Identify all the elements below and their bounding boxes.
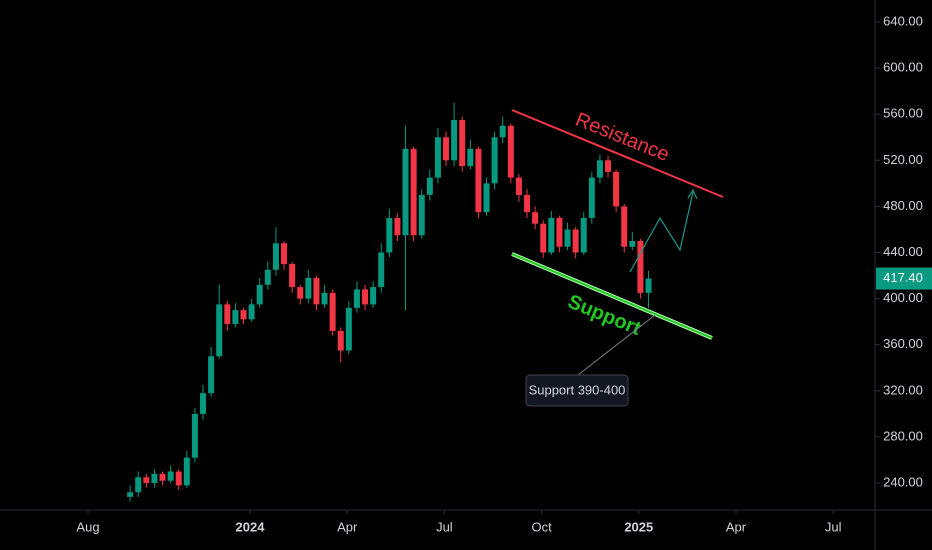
candle-body (200, 393, 207, 414)
candle-body (475, 148, 482, 213)
candle-body (596, 160, 603, 178)
y-tick-label: 240.00 (883, 474, 923, 489)
candle-body (410, 148, 417, 236)
candle-body (159, 473, 166, 481)
candle-body (183, 457, 190, 486)
candle-body (378, 252, 385, 288)
support-line (511, 253, 713, 339)
candle-body (386, 217, 393, 253)
y-tick-label: 320.00 (883, 382, 923, 397)
y-tick-label: 480.00 (883, 198, 923, 213)
candle-body (167, 471, 174, 481)
y-tick-label: 440.00 (883, 244, 923, 259)
candle-body (564, 229, 571, 247)
candle-body (281, 243, 288, 265)
candle-body (135, 477, 142, 493)
candle-body (572, 229, 579, 253)
candle-body (637, 240, 644, 293)
candle-body (499, 125, 506, 138)
x-tick-label: Jul (825, 519, 842, 534)
candle-body (353, 289, 360, 308)
x-tick-label: Jul (436, 519, 453, 534)
candle-body (524, 194, 531, 213)
candle-body (370, 287, 377, 305)
y-tick-label: 360.00 (883, 336, 923, 351)
candle-body (127, 492, 134, 497)
candle-body (216, 304, 223, 357)
callout-connector (577, 314, 656, 376)
candle-body (418, 194, 425, 236)
y-tick-label: 560.00 (883, 106, 923, 121)
candle-body (491, 137, 498, 184)
candle-body (467, 148, 474, 167)
candle-body (556, 217, 563, 247)
candle-body (240, 310, 247, 320)
candle-body (256, 284, 263, 305)
candle-body (451, 119, 458, 161)
y-tick-label: 640.00 (883, 13, 923, 28)
candle-body (313, 277, 320, 305)
x-tick-label: Aug (76, 519, 99, 534)
candle-body (321, 292, 328, 305)
candle-body (645, 278, 652, 293)
candle-body (532, 212, 539, 224)
candle-body (337, 330, 344, 351)
candle-body (264, 269, 271, 285)
candle-body (248, 304, 255, 320)
candle-body (297, 287, 304, 299)
candle-body (507, 125, 514, 178)
last-price-label: 417.40 (883, 270, 923, 285)
candle-body (305, 277, 312, 299)
candle-body (613, 171, 620, 207)
candle-body (191, 413, 198, 458)
candle-body (272, 243, 279, 270)
candle-body (289, 264, 296, 288)
candle-body (605, 160, 612, 172)
x-tick-label: Apr (337, 519, 358, 534)
candle-body (151, 473, 158, 484)
y-tick-label: 600.00 (883, 60, 923, 75)
candle-body (483, 183, 490, 213)
candle-body (394, 217, 401, 236)
candle-body (548, 217, 555, 253)
callout-text: Support 390-400 (529, 382, 626, 397)
candle-body (515, 177, 522, 195)
candle-body (143, 477, 150, 484)
candle-body (345, 307, 352, 351)
candle-body (588, 177, 595, 218)
x-tick-label: 2025 (624, 519, 653, 534)
candle-body (629, 240, 636, 247)
x-tick-label: 2024 (236, 519, 266, 534)
candle-body (621, 206, 628, 247)
arrow-head (687, 188, 698, 200)
x-tick-label: Apr (726, 519, 747, 534)
candle-body (443, 137, 450, 161)
candle-body (232, 310, 239, 324)
candle-body (224, 304, 231, 324)
candles (127, 102, 652, 502)
projection-arrow (629, 191, 694, 273)
y-tick-label: 280.00 (883, 428, 923, 443)
last-price-box (876, 267, 932, 290)
candle-body (362, 289, 369, 305)
candle-body (459, 119, 466, 167)
y-tick-label: 400.00 (883, 290, 923, 305)
candle-body (175, 471, 182, 486)
candle-body (208, 356, 215, 394)
candle-body (426, 177, 433, 195)
candle-body (580, 217, 587, 253)
candle-body (402, 148, 409, 236)
callout-box (525, 374, 629, 407)
candle-body (434, 137, 441, 178)
y-tick-label: 520.00 (883, 152, 923, 167)
candle-body (329, 292, 336, 331)
resistance-line (511, 109, 724, 198)
x-tick-label: Oct (531, 519, 552, 534)
candle-body (540, 223, 547, 253)
